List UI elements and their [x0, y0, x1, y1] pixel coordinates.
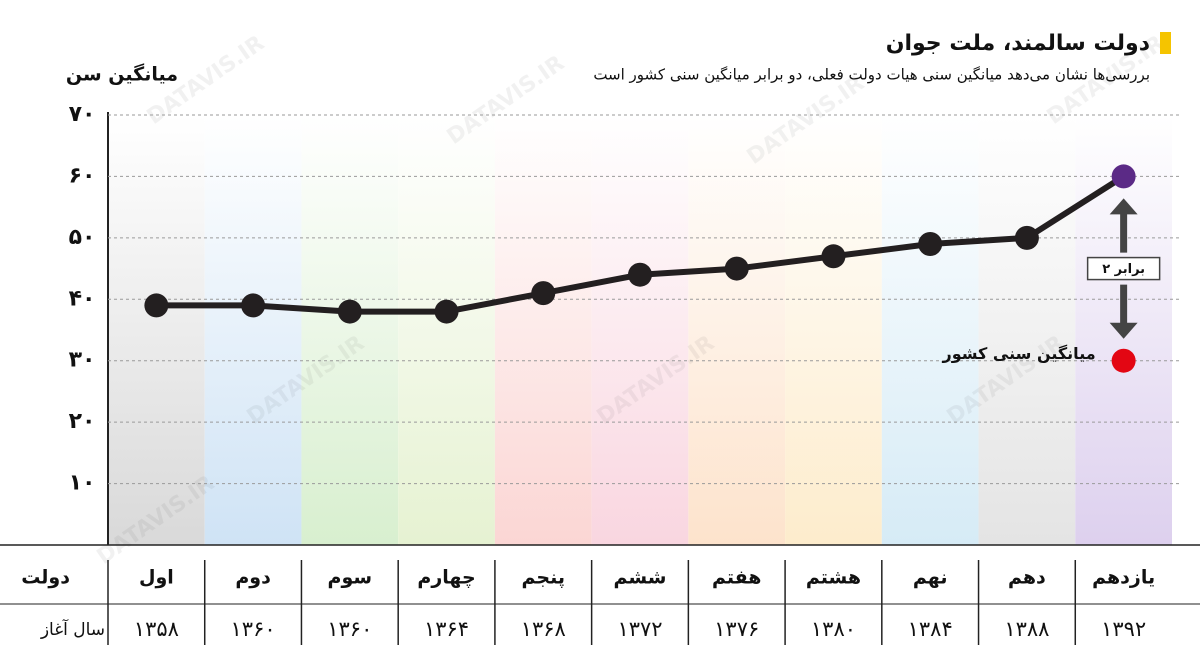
point — [434, 299, 459, 324]
column-band — [494, 115, 592, 545]
column-band — [108, 115, 205, 545]
x-tick-label: دوم — [235, 567, 271, 589]
reference-label: میانگین سنی کشور — [942, 344, 1096, 363]
ratio-box — [1086, 256, 1161, 281]
y-tick-label: ۶۰ — [69, 163, 96, 188]
x-tick-label: پنجم — [522, 567, 565, 589]
arrow-head — [1109, 198, 1138, 215]
title-accent — [1160, 32, 1171, 54]
start-year: ۱۳۶۰ — [327, 617, 372, 641]
y-tick-label: ۲۰ — [69, 409, 96, 434]
ratio-label: ۲ برابر — [1102, 262, 1145, 277]
x-tick-label: یازدهم — [1092, 567, 1155, 589]
point — [1014, 225, 1039, 250]
point — [1111, 164, 1136, 189]
x-tick-label: ششم — [614, 567, 667, 589]
y-tick-label: ۳۰ — [69, 348, 96, 373]
start-year: ۱۳۸۴ — [908, 617, 953, 641]
point — [531, 281, 556, 306]
start-year: ۱۳۶۴ — [424, 617, 469, 641]
arrow-head — [1109, 322, 1138, 339]
column-band — [785, 115, 882, 545]
column-band — [688, 115, 786, 545]
start-year: ۱۳۷۶ — [714, 617, 759, 641]
x-tick-label: سوم — [328, 567, 373, 589]
point — [241, 293, 266, 318]
column-band — [301, 115, 399, 545]
y-tick-label: ۷۰ — [69, 102, 96, 127]
reference-point — [1111, 348, 1136, 373]
chart-title: دولت سالمند، ملت جوان — [886, 31, 1150, 56]
start-year: ۱۳۸۸ — [1004, 617, 1049, 641]
x-tick-label: نهم — [913, 567, 948, 589]
start-year: ۱۳۸۰ — [811, 617, 856, 641]
column-band — [978, 115, 1076, 545]
column-band — [881, 115, 979, 545]
y-tick-label: ۴۰ — [69, 286, 96, 311]
y-tick-label: ۵۰ — [69, 225, 96, 250]
x-tick-label: هشتم — [806, 567, 861, 589]
y-tick-label: ۱۰ — [69, 471, 96, 496]
point — [821, 244, 846, 269]
y-axis-label: میانگین سن — [66, 63, 178, 86]
start-year: ۱۳۷۲ — [617, 617, 662, 641]
chart-subtitle: بررسی‌ها نشان می‌دهد میانگین سنی هیات دو… — [593, 66, 1150, 84]
column-bands — [108, 115, 1172, 545]
row-label: سال آغاز — [40, 618, 105, 640]
x-tick-label: دهم — [1008, 567, 1046, 589]
start-year: ۱۳۶۰ — [231, 617, 276, 641]
point — [144, 293, 169, 318]
point — [337, 299, 362, 324]
x-tick-label: اول — [139, 567, 174, 589]
x-tick-label: هفتم — [712, 567, 762, 589]
x-tick-label: چهارم — [417, 567, 475, 589]
column-band — [398, 115, 495, 545]
start-year: ۱۳۶۸ — [521, 617, 566, 641]
start-year: ۱۳۵۸ — [134, 617, 179, 641]
row-label: دولت — [21, 567, 70, 589]
start-year: ۱۳۹۲ — [1101, 617, 1146, 641]
point — [628, 262, 652, 287]
point — [918, 232, 943, 256]
column-band — [204, 115, 302, 545]
column-band — [591, 115, 689, 545]
point — [724, 256, 749, 281]
